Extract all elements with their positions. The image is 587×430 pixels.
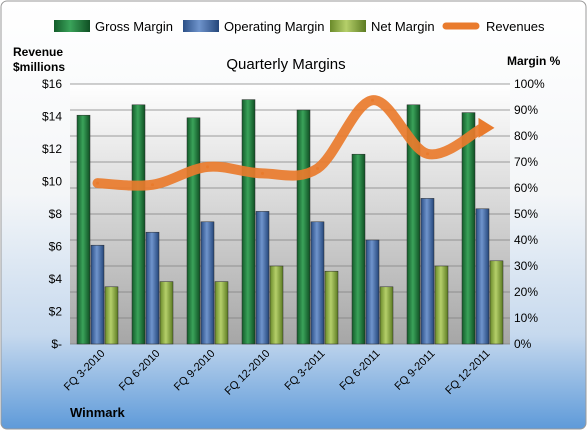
legend-label-revenues: Revenues — [486, 19, 545, 34]
right-tick-label: 50% — [514, 207, 538, 221]
revenues-point — [316, 167, 319, 170]
chart-title: Quarterly Margins — [226, 56, 345, 73]
legend-label-net-margin: Net Margin — [371, 19, 435, 34]
left-tick-label: $12 — [42, 142, 62, 156]
revenues-point — [261, 171, 264, 175]
right-axis-title: Margin % — [507, 54, 561, 68]
legend: Gross Margin Operating Margin Net Margin… — [54, 19, 545, 34]
legend-label-gross-margin: Gross Margin — [95, 19, 173, 34]
bar-operating-margin — [420, 198, 435, 345]
company-label: Winmark — [70, 405, 126, 420]
bar-gross-margin — [461, 112, 476, 345]
left-tick-label: $10 — [42, 175, 62, 189]
revenues-point — [206, 165, 209, 169]
revenues-point — [426, 152, 429, 156]
right-tick-label: 60% — [514, 181, 538, 195]
right-tick-label: 40% — [514, 233, 538, 247]
right-tick-label: 90% — [514, 103, 538, 117]
right-axis-ticks: 0% 10% 20% 30% 40% 50% 60% 70% 80% 90% 100% — [514, 77, 545, 351]
right-tick-label: 80% — [514, 129, 538, 143]
legend-swatch-operating-margin — [183, 20, 219, 32]
left-tick-label: $14 — [42, 110, 62, 124]
bar-net-margin — [489, 260, 504, 345]
bar-operating-margin — [310, 221, 325, 345]
right-tick-label: 30% — [514, 259, 538, 273]
bar-operating-margin — [145, 231, 160, 345]
bar-gross-margin — [131, 104, 146, 345]
revenue-line-layer — [92, 95, 495, 191]
right-tick-label: 10% — [514, 311, 538, 325]
bar-gross-margin — [351, 153, 366, 345]
bar-net-margin — [379, 286, 394, 345]
bar-net-margin — [434, 265, 449, 345]
revenues-point — [371, 98, 374, 102]
bars-layer — [76, 99, 504, 345]
bar-gross-margin — [296, 109, 311, 345]
legend-label-operating-margin: Operating Margin — [224, 19, 324, 34]
left-tick-label: $8 — [49, 207, 63, 221]
bar-gross-margin — [406, 104, 421, 345]
left-tick-label: $6 — [49, 240, 63, 254]
bar-net-margin — [214, 281, 229, 345]
right-tick-label: 0% — [514, 337, 532, 351]
left-tick-label: $- — [51, 337, 62, 351]
bar-operating-margin — [255, 211, 270, 345]
bar-gross-margin — [241, 99, 256, 345]
right-tick-label: 20% — [514, 285, 538, 299]
bar-operating-margin — [475, 208, 490, 345]
bar-operating-margin — [90, 244, 105, 345]
legend-swatch-net-margin — [330, 20, 366, 32]
revenues-point — [481, 126, 484, 130]
revenues-point — [151, 183, 154, 187]
bar-operating-margin — [200, 221, 215, 345]
left-tick-label: $4 — [49, 272, 63, 286]
left-axis-ticks: $- $2 $4 $6 $8 $10 $12 $14 $16 — [42, 77, 62, 351]
bar-net-margin — [104, 286, 119, 345]
bar-gross-margin — [76, 114, 91, 345]
right-tick-label: 70% — [514, 155, 538, 169]
revenues-point — [96, 181, 99, 185]
bar-operating-margin — [365, 239, 380, 345]
legend-swatch-gross-margin — [54, 20, 90, 32]
left-tick-label: $16 — [42, 77, 62, 91]
revenues-line-arrowhead — [478, 117, 495, 138]
right-tick-label: 100% — [514, 77, 545, 91]
left-tick-label: $2 — [49, 305, 63, 319]
bar-net-margin — [324, 270, 339, 345]
left-axis-title-line1: Revenue — [13, 45, 63, 59]
bar-net-margin — [269, 265, 284, 345]
revenues-line — [92, 95, 488, 191]
bar-gross-margin — [186, 117, 201, 345]
bar-net-margin — [159, 281, 174, 345]
left-axis-title-line2: $millions — [13, 60, 65, 74]
